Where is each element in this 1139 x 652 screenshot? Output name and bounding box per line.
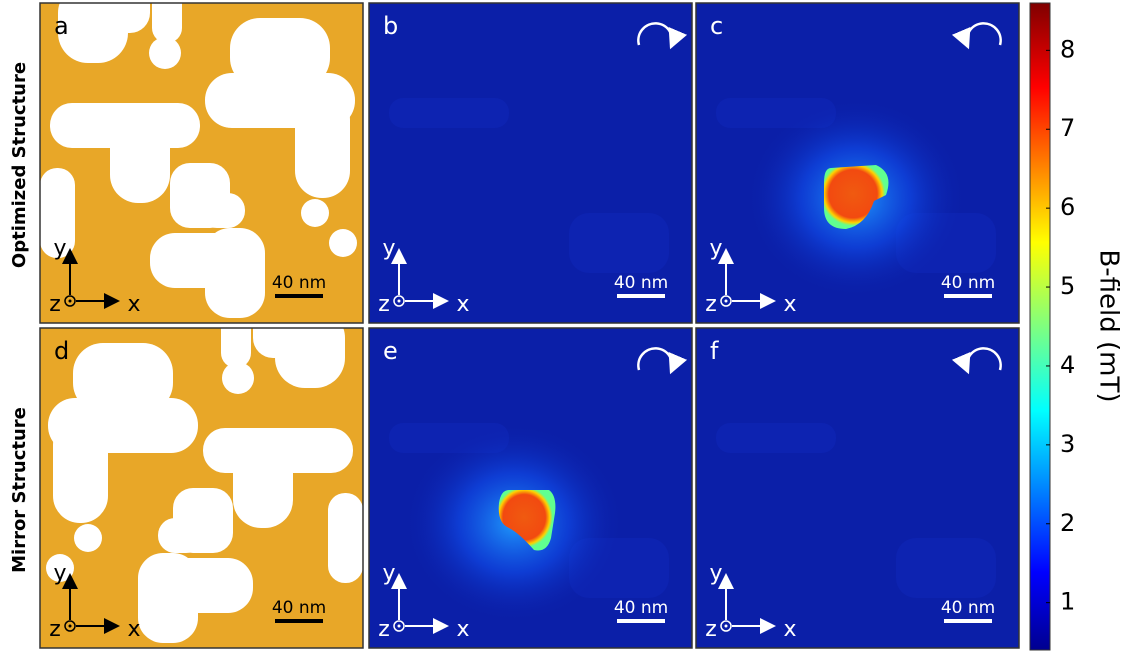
- z-axis-label: z: [378, 292, 390, 317]
- row-label: Optimized Structure: [9, 62, 30, 268]
- panel-content: [696, 328, 1019, 648]
- z-axis-dot: [397, 299, 401, 303]
- scale-bar-label: 40 nm: [614, 273, 668, 293]
- polarization-icon: [637, 22, 688, 50]
- colorbar-tick-label: 5: [1060, 272, 1075, 300]
- z-axis-symbol: [393, 620, 405, 632]
- panel: a y x z 40 nm: [39, 2, 364, 324]
- panel-content: [369, 3, 692, 323]
- panel-letter: d: [54, 337, 69, 365]
- panel: f y x z 40 nm: [695, 327, 1020, 649]
- colorbar-label: B-field (mT): [1094, 249, 1124, 402]
- polarization-icon: [951, 347, 1002, 375]
- panel-letter: a: [54, 12, 69, 40]
- z-axis-symbol: [720, 295, 732, 307]
- polarization-icon: [951, 22, 1002, 50]
- scale-bar-label: 40 nm: [272, 273, 326, 293]
- x-axis-label: x: [456, 617, 469, 642]
- panel-border: [695, 327, 1020, 649]
- colorbar-tick-label: 8: [1060, 35, 1075, 63]
- y-axis-label: y: [709, 236, 722, 261]
- scale-bar-label: 40 nm: [941, 273, 995, 293]
- z-axis-dot: [68, 299, 72, 303]
- panel-letter: f: [710, 337, 719, 365]
- panel: d y x z 40 nm: [39, 327, 364, 649]
- y-axis-label: y: [53, 561, 66, 586]
- field-shade: [896, 538, 996, 598]
- scale-bar-label: 40 nm: [614, 598, 668, 618]
- z-axis-label: z: [49, 617, 61, 642]
- panel-content: [40, 3, 363, 323]
- panel-border: [39, 327, 364, 649]
- x-axis-label: x: [783, 292, 796, 317]
- y-axis-label: y: [382, 561, 395, 586]
- x-axis-label: x: [456, 292, 469, 317]
- x-axis-label: x: [127, 292, 140, 317]
- scale-bar-label: 40 nm: [941, 598, 995, 618]
- z-axis-dot: [68, 624, 72, 628]
- hotspot: [498, 490, 556, 551]
- colorbar-tick-label: 1: [1060, 588, 1075, 616]
- field-shade: [569, 213, 669, 273]
- z-axis-dot: [724, 299, 728, 303]
- row-label: Mirror Structure: [9, 407, 30, 573]
- z-axis-label: z: [378, 617, 390, 642]
- z-axis-dot: [397, 624, 401, 628]
- panel: e y x z 40 nm: [368, 327, 693, 649]
- hotspot: [824, 165, 889, 229]
- z-axis-label: z: [705, 617, 717, 642]
- field-shade: [716, 423, 836, 453]
- panel: b y x z 40 nm: [368, 2, 693, 324]
- colorbar-tick-label: 7: [1060, 114, 1075, 142]
- panel-border: [368, 2, 693, 324]
- panel-border: [39, 2, 364, 324]
- z-axis-dot: [724, 624, 728, 628]
- x-axis-label: x: [127, 617, 140, 642]
- panel-border: [695, 2, 1020, 324]
- y-axis-label: y: [53, 236, 66, 261]
- polarization-icon: [637, 347, 688, 375]
- z-axis-symbol: [64, 620, 76, 632]
- panel-letter: b: [383, 12, 398, 40]
- z-axis-label: z: [705, 292, 717, 317]
- z-axis-symbol: [393, 295, 405, 307]
- panel-content: [369, 328, 692, 648]
- y-axis-label: y: [709, 561, 722, 586]
- x-axis-label: x: [783, 617, 796, 642]
- z-axis-symbol: [720, 620, 732, 632]
- field-shade: [389, 98, 509, 128]
- panel: c y x z 40 nm: [695, 2, 1020, 324]
- y-axis-label: y: [382, 236, 395, 261]
- panel-border: [368, 327, 693, 649]
- colorbar-tick-label: 3: [1060, 430, 1075, 458]
- panel-letter: e: [383, 337, 398, 365]
- colorbar-tick-label: 6: [1060, 193, 1075, 221]
- z-axis-label: z: [49, 292, 61, 317]
- z-axis-symbol: [64, 295, 76, 307]
- colorbar-tick-label: 2: [1060, 509, 1075, 537]
- colorbar: [1029, 2, 1051, 651]
- colorbar-tick-label: 4: [1060, 351, 1075, 379]
- panel-content: [40, 328, 363, 648]
- scale-bar-label: 40 nm: [272, 598, 326, 618]
- panel-letter: c: [710, 12, 723, 40]
- panel-content: [696, 3, 1019, 323]
